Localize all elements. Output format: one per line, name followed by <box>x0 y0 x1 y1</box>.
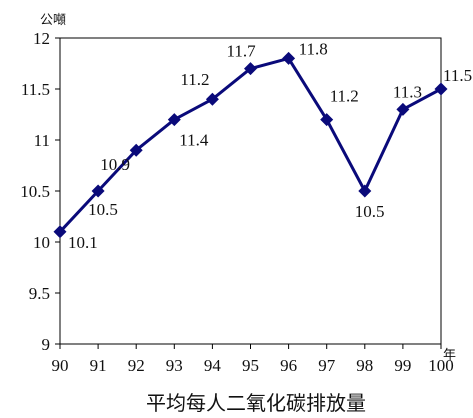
data-point-marker <box>53 225 67 239</box>
y-tick-label: 9 <box>42 335 51 354</box>
x-tick-label: 96 <box>280 356 297 375</box>
x-axis-title: 平均每人二氧化碳排放量 <box>146 391 366 415</box>
data-point-marker <box>320 113 334 127</box>
x-tick-label: 91 <box>90 356 107 375</box>
data-label: 10.9 <box>100 155 130 174</box>
x-tick-label: 94 <box>204 356 222 375</box>
x-tick-label: 99 <box>394 356 411 375</box>
data-point-marker <box>205 92 219 106</box>
data-label: 11.4 <box>179 131 209 150</box>
data-point-marker <box>129 143 143 157</box>
x-tick-label: 97 <box>318 356 336 375</box>
x-tick-label: 92 <box>128 356 145 375</box>
data-label: 11.5 <box>443 66 472 85</box>
data-label: 11.2 <box>330 87 359 106</box>
data-label: 10.5 <box>355 202 385 221</box>
series-line-group <box>53 51 448 239</box>
data-point-marker <box>91 184 105 198</box>
plot-border <box>59 37 442 345</box>
data-labels-group: 10.1 10.5 10.9 11.4 11.2 11.7 11.8 11.2 10.5 11.3… <box>68 39 472 251</box>
x-tick-label: 100 <box>428 356 454 375</box>
data-label: 11.8 <box>299 39 328 58</box>
data-label: 11.7 <box>227 42 257 61</box>
x-unit-label: 年 <box>443 348 456 363</box>
x-axis: 90 91 92 93 94 95 96 97 98 99 100 <box>52 344 454 375</box>
x-tick-label: 90 <box>52 356 69 375</box>
data-point-marker <box>434 82 448 96</box>
data-point-marker <box>244 62 257 76</box>
data-point-marker <box>396 102 410 116</box>
data-label: 10.1 <box>68 233 98 252</box>
y-tick-label: 11 <box>34 131 50 150</box>
y-tick-label: 12 <box>33 29 50 48</box>
data-point-marker <box>167 113 181 127</box>
y-tick-label: 9.5 <box>29 284 50 303</box>
data-point-marker <box>358 184 372 198</box>
data-label: 10.5 <box>88 200 118 219</box>
data-label: 11.3 <box>393 82 422 101</box>
y-tick-label: 10 <box>33 233 50 252</box>
data-point-marker <box>282 51 296 65</box>
y-tick-label: 10.5 <box>20 182 50 201</box>
x-tick-label: 95 <box>242 356 259 375</box>
x-tick-label: 93 <box>166 356 183 375</box>
y-unit-label: 公噸 <box>40 13 66 28</box>
y-tick-label: 11.5 <box>21 80 50 99</box>
y-axis: 9 9.5 10 10.5 11 11.5 12 <box>20 29 60 354</box>
x-tick-label: 98 <box>356 356 373 375</box>
data-label: 11.2 <box>180 70 209 89</box>
plot-frame <box>59 37 442 345</box>
